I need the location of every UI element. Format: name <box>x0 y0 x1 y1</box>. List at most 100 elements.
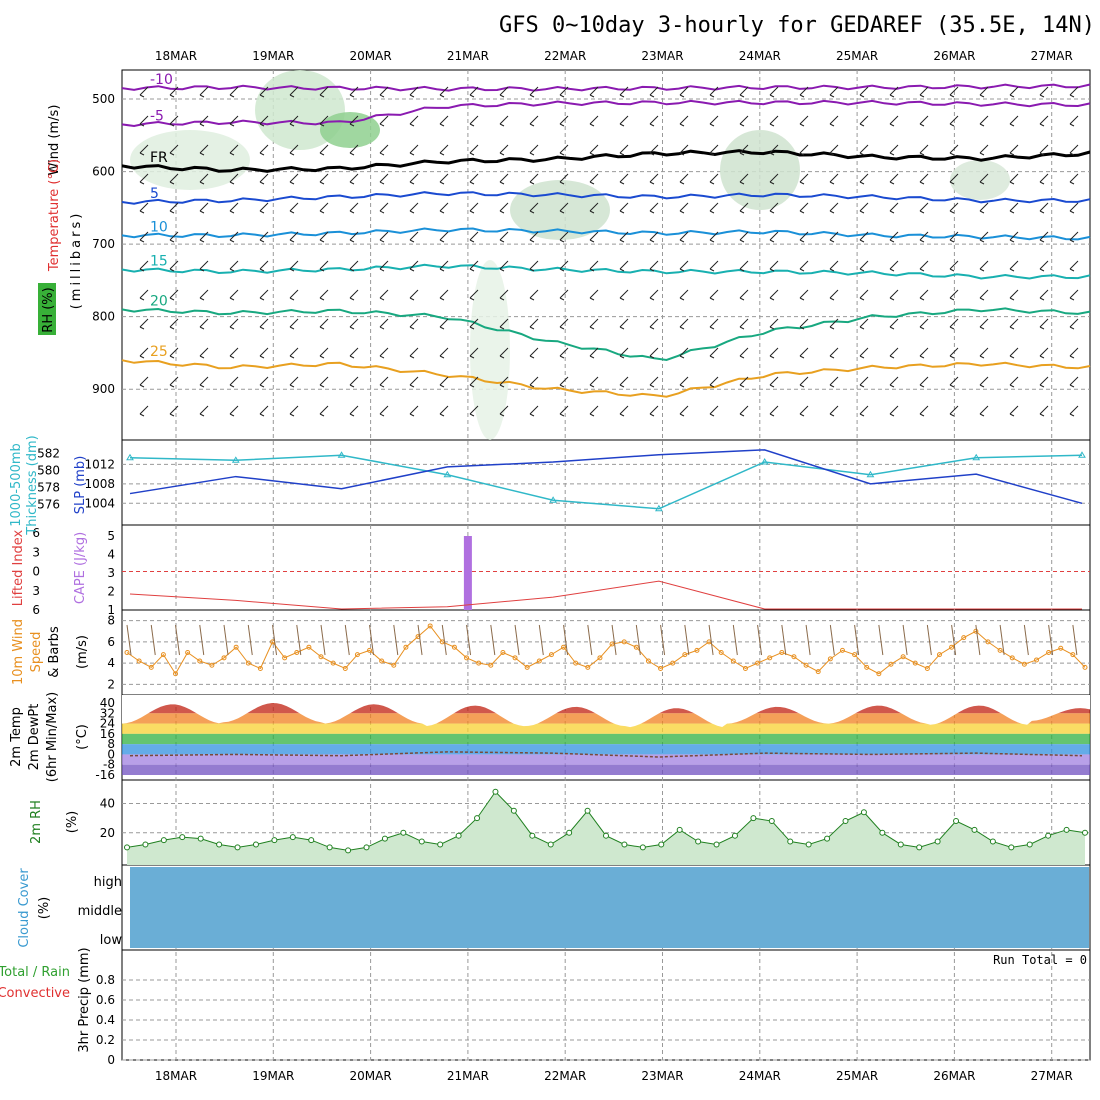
wind-barb <box>139 376 149 388</box>
rh2m-point <box>989 838 996 845</box>
wind-barb <box>349 318 359 330</box>
isotherm-line <box>121 307 1091 362</box>
wind-barb <box>169 318 179 330</box>
temp2m-tick-label: 8 <box>107 737 115 751</box>
wind-barb <box>409 318 419 330</box>
wind10-point <box>403 644 409 650</box>
isotherm-line <box>121 83 1091 92</box>
bottom-date-label: 27MAR <box>1031 1069 1073 1083</box>
wind10-point <box>852 652 858 658</box>
wind-barb <box>1069 173 1079 185</box>
wind-barb <box>229 347 239 359</box>
wind-barb <box>1039 173 1049 185</box>
rh2m-point <box>363 844 370 851</box>
rh2m-point <box>1026 841 1033 848</box>
wind10-ylabels: 10m Wind Speed & Barbs (m/s) <box>11 619 90 685</box>
wind-barb <box>979 318 989 330</box>
wind-barb <box>319 318 329 330</box>
wind10-barb <box>611 624 617 656</box>
wind-barb <box>829 231 839 243</box>
wind-barb <box>229 289 239 301</box>
bottom-date-label: 20MAR <box>350 1069 392 1083</box>
rh2m-point <box>750 815 757 822</box>
wind-barb <box>259 115 269 127</box>
wind10-point <box>318 654 324 660</box>
wind10-axis-label-b: Speed <box>29 632 44 673</box>
precip-tick-label: 0 <box>107 1053 115 1067</box>
wind-barb <box>559 173 569 185</box>
wind10-barb <box>708 624 714 656</box>
precip-axis-label-b: Convective <box>0 986 70 1001</box>
wind-barb <box>769 231 779 243</box>
wind10-point <box>173 671 179 677</box>
bottom-date-label: 26MAR <box>933 1069 975 1083</box>
wind-barb <box>979 376 989 388</box>
temp-color-band <box>122 733 1090 745</box>
cloud-cover-fill <box>130 867 1089 948</box>
wind-barb <box>1069 231 1079 243</box>
pressure-tick-label: 500 <box>92 92 115 106</box>
wind-barb <box>529 289 539 301</box>
isotherm-line <box>121 191 1091 205</box>
wind-barb <box>859 405 869 417</box>
wind10-point <box>1058 645 1064 651</box>
wind10-barb <box>199 624 205 656</box>
wind-barb <box>379 86 389 98</box>
rh-shading-area <box>950 160 1010 200</box>
wind-barb <box>319 231 329 243</box>
wind-barb <box>319 202 329 214</box>
wind-barb <box>439 318 449 330</box>
wind-barb <box>499 318 509 330</box>
wind-barb <box>259 376 269 388</box>
wind-barb <box>319 405 329 417</box>
wind-barb <box>709 260 719 272</box>
wind-barb <box>199 144 209 156</box>
wind-barb <box>319 115 329 127</box>
wind-barb <box>409 376 419 388</box>
wind-barb <box>589 173 599 185</box>
wind-barb <box>829 115 839 127</box>
wind-barb <box>229 173 239 185</box>
thickness-marker <box>337 451 346 458</box>
wind-barb <box>409 289 419 301</box>
wind-barb <box>619 405 629 417</box>
bottom-date-label: 23MAR <box>641 1069 683 1083</box>
precip-tick-label: 0.8 <box>96 973 115 987</box>
wind-barb <box>1069 289 1079 301</box>
wind-barb <box>769 86 779 98</box>
wind-barb <box>859 231 869 243</box>
wind-barb <box>829 347 839 359</box>
wind-barb <box>349 173 359 185</box>
wind10-point <box>827 656 833 662</box>
temp2m-tick-label: -16 <box>95 768 115 782</box>
rh2m-point <box>971 826 978 833</box>
wind-barb <box>139 115 149 127</box>
wind-barb <box>799 202 809 214</box>
wind-barb <box>889 144 899 156</box>
temp2m-unit: (°C) <box>75 724 90 750</box>
wind-barb <box>619 115 629 127</box>
wind-barb <box>1039 231 1049 243</box>
wind-barb <box>499 202 509 214</box>
wind-barb <box>889 86 899 98</box>
rh2m-point <box>824 835 831 842</box>
wind-barb <box>169 347 179 359</box>
wind-barb <box>919 86 929 98</box>
wind-barb <box>739 173 749 185</box>
rh2m-point <box>658 841 665 848</box>
cape-panel-frame <box>121 524 1091 611</box>
wind-barb <box>1039 144 1049 156</box>
rh2m-point <box>1008 844 1015 851</box>
wind-barb <box>799 86 809 98</box>
upper-air-layer: -10 -5 FR 5 10 15 20 25 <box>121 70 1091 440</box>
wind-barb <box>739 376 749 388</box>
wind-barb <box>379 376 389 388</box>
wind-barb <box>529 376 539 388</box>
slp-axis-label: SLP (mb) <box>73 456 88 515</box>
temp-color-band <box>122 744 1090 755</box>
rh2m-axis-label: 2m RH <box>29 800 44 844</box>
wind-barb <box>829 173 839 185</box>
wind-barb <box>139 318 149 330</box>
cloud-axis-label: Cloud Cover <box>17 868 32 948</box>
wind10-barb <box>369 624 375 656</box>
